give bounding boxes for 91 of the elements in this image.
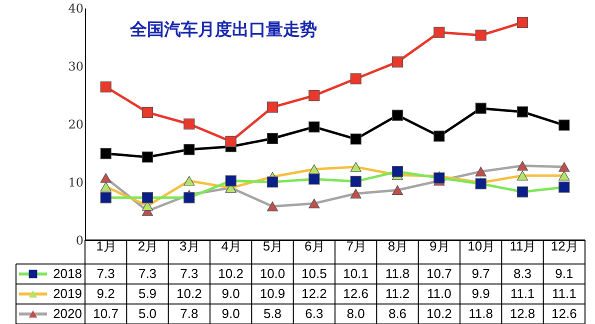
data-label: 9.1 — [555, 266, 574, 281]
data-label: 10.0 — [260, 266, 286, 281]
data-label: 9.0 — [222, 306, 240, 321]
point — [475, 166, 486, 176]
point — [225, 175, 236, 186]
point — [184, 176, 195, 186]
point — [558, 170, 570, 180]
data-label: 7.3 — [96, 266, 115, 281]
point — [308, 174, 320, 185]
point — [392, 185, 404, 195]
point — [184, 144, 195, 156]
data-label: 11.2 — [385, 286, 410, 301]
data-label: 8.6 — [388, 306, 407, 321]
data-label: 10.2 — [426, 306, 452, 321]
data-label: 11.1 — [552, 286, 576, 301]
point — [558, 182, 570, 193]
text: 全国汽车月度出口量走势 — [129, 20, 317, 40]
data-label: 11.1 — [510, 286, 535, 301]
point — [100, 81, 112, 92]
data-label: 9.7 — [472, 266, 490, 281]
point — [308, 90, 320, 102]
point — [350, 134, 362, 145]
point — [266, 202, 278, 212]
point — [434, 130, 445, 142]
data-label: 6.3 — [305, 306, 324, 321]
point — [266, 102, 278, 113]
point — [516, 160, 528, 171]
data-label: 10.7 — [93, 306, 118, 321]
point — [350, 162, 362, 172]
point — [516, 16, 528, 28]
data-label: 10.1 — [343, 266, 368, 281]
point — [142, 106, 154, 118]
data-label: 11.0 — [426, 286, 452, 301]
y-tick-label: 40 — [68, 2, 84, 16]
data-label: 5.8 — [263, 306, 282, 321]
point — [308, 164, 320, 174]
point — [184, 192, 195, 204]
data-label: 11.8 — [468, 306, 494, 321]
data-label: 12.6 — [552, 306, 577, 321]
point — [100, 192, 112, 204]
y-tick-label: 20 — [68, 118, 84, 132]
data-label: 12.6 — [343, 286, 368, 301]
data-label: 7.8 — [180, 306, 198, 321]
data-label: 5.9 — [138, 286, 157, 301]
point — [142, 152, 154, 163]
data-label: 10.2 — [218, 266, 244, 281]
data-label: 10.9 — [260, 286, 286, 301]
data-label: 7.3 — [138, 266, 157, 281]
point — [142, 192, 154, 204]
point — [558, 120, 570, 131]
point — [392, 110, 404, 121]
data-label: 9.2 — [96, 286, 115, 301]
data-label: 12.8 — [510, 306, 536, 321]
point — [475, 30, 486, 41]
point — [100, 148, 112, 160]
y-tick-label: 10 — [68, 176, 84, 190]
point — [266, 176, 278, 188]
y-tick-label: 0 — [76, 234, 84, 248]
point — [184, 118, 195, 130]
point — [434, 26, 445, 38]
data-label: 10.2 — [176, 286, 202, 301]
point — [100, 173, 112, 183]
legend-label: 2020 — [53, 306, 82, 321]
point — [308, 121, 320, 132]
point — [516, 170, 528, 180]
point — [350, 188, 362, 198]
point — [392, 166, 404, 178]
data-label: 8.0 — [346, 306, 365, 321]
point — [516, 186, 528, 198]
data-label: 9.0 — [222, 286, 240, 301]
data-label: 7.3 — [180, 266, 198, 281]
point — [100, 182, 112, 192]
point — [392, 56, 404, 68]
point — [225, 136, 236, 147]
point — [350, 176, 362, 187]
point — [558, 162, 570, 172]
data-label: 11.8 — [385, 266, 410, 281]
point — [516, 106, 528, 118]
point — [475, 102, 486, 114]
point — [266, 132, 278, 144]
data-label: 12.2 — [302, 286, 327, 301]
data-label: 8.3 — [513, 266, 532, 281]
legend-label: 2019 — [53, 286, 82, 301]
legend-label: 2018 — [53, 266, 82, 281]
y-tick-label: 30 — [68, 60, 84, 74]
data-label: 5.0 — [138, 306, 157, 321]
data-label: 9.9 — [472, 286, 490, 301]
point — [350, 73, 362, 84]
data-label: 10.7 — [426, 266, 452, 281]
point — [308, 198, 320, 208]
data-label: 10.5 — [302, 266, 327, 281]
